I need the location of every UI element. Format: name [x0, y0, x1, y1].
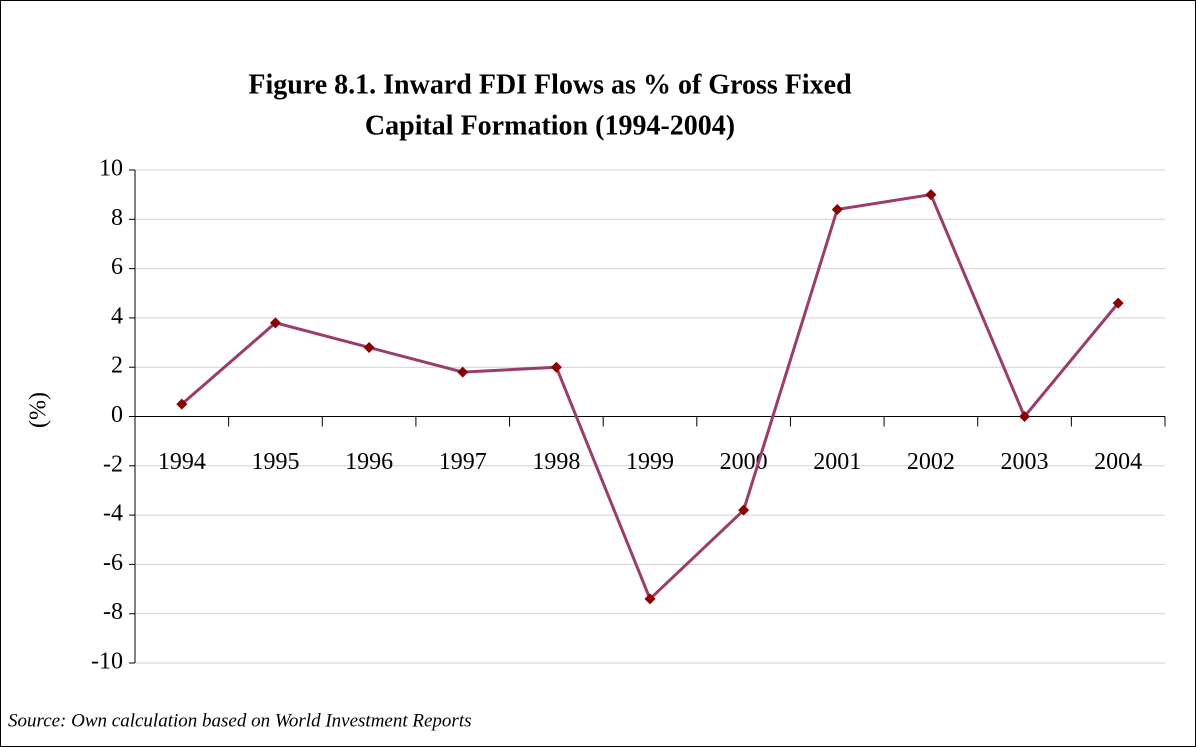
chart-title: Figure 8.1. Inward FDI Flows as % of Gro… [248, 69, 852, 100]
data-point [550, 361, 562, 373]
x-tick-label: 1998 [532, 449, 580, 475]
data-point [831, 203, 843, 215]
data-point [176, 398, 188, 410]
y-tick-label: -8 [103, 599, 123, 625]
y-tick-label: 2 [111, 353, 123, 379]
data-point [1112, 297, 1124, 309]
y-tick-label: -4 [103, 501, 123, 527]
y-tick-label: 8 [111, 205, 123, 231]
x-tick-label: 1999 [626, 449, 674, 475]
y-axis-label: (%) [26, 392, 52, 428]
y-tick-label: 10 [99, 156, 123, 182]
x-tick-label: 2002 [907, 449, 955, 475]
data-point [1019, 411, 1031, 422]
source-note: Source: Own calculation based on World I… [8, 710, 472, 731]
y-tick-label: 6 [111, 254, 123, 280]
data-point [644, 593, 656, 605]
x-tick-label: 2003 [1001, 449, 1049, 475]
y-tick-label: -10 [91, 649, 123, 675]
y-tick-label: -6 [103, 550, 123, 576]
y-tick-label: 0 [111, 402, 123, 428]
y-tick-label: 4 [111, 303, 123, 329]
chart-title: Capital Formation (1994-2004) [365, 110, 735, 141]
data-point [457, 366, 469, 378]
x-tick-label: 1996 [345, 449, 393, 475]
y-tick-label: -2 [103, 451, 123, 477]
data-point [363, 341, 375, 353]
data-point [738, 504, 750, 516]
data-point [925, 189, 937, 201]
x-tick-label: 1995 [251, 449, 299, 475]
data-point [269, 317, 281, 329]
x-tick-label: 2004 [1094, 449, 1142, 475]
x-tick-label: 1994 [158, 449, 206, 475]
x-tick-label: 1997 [439, 449, 487, 475]
x-tick-label: 2001 [813, 449, 861, 475]
